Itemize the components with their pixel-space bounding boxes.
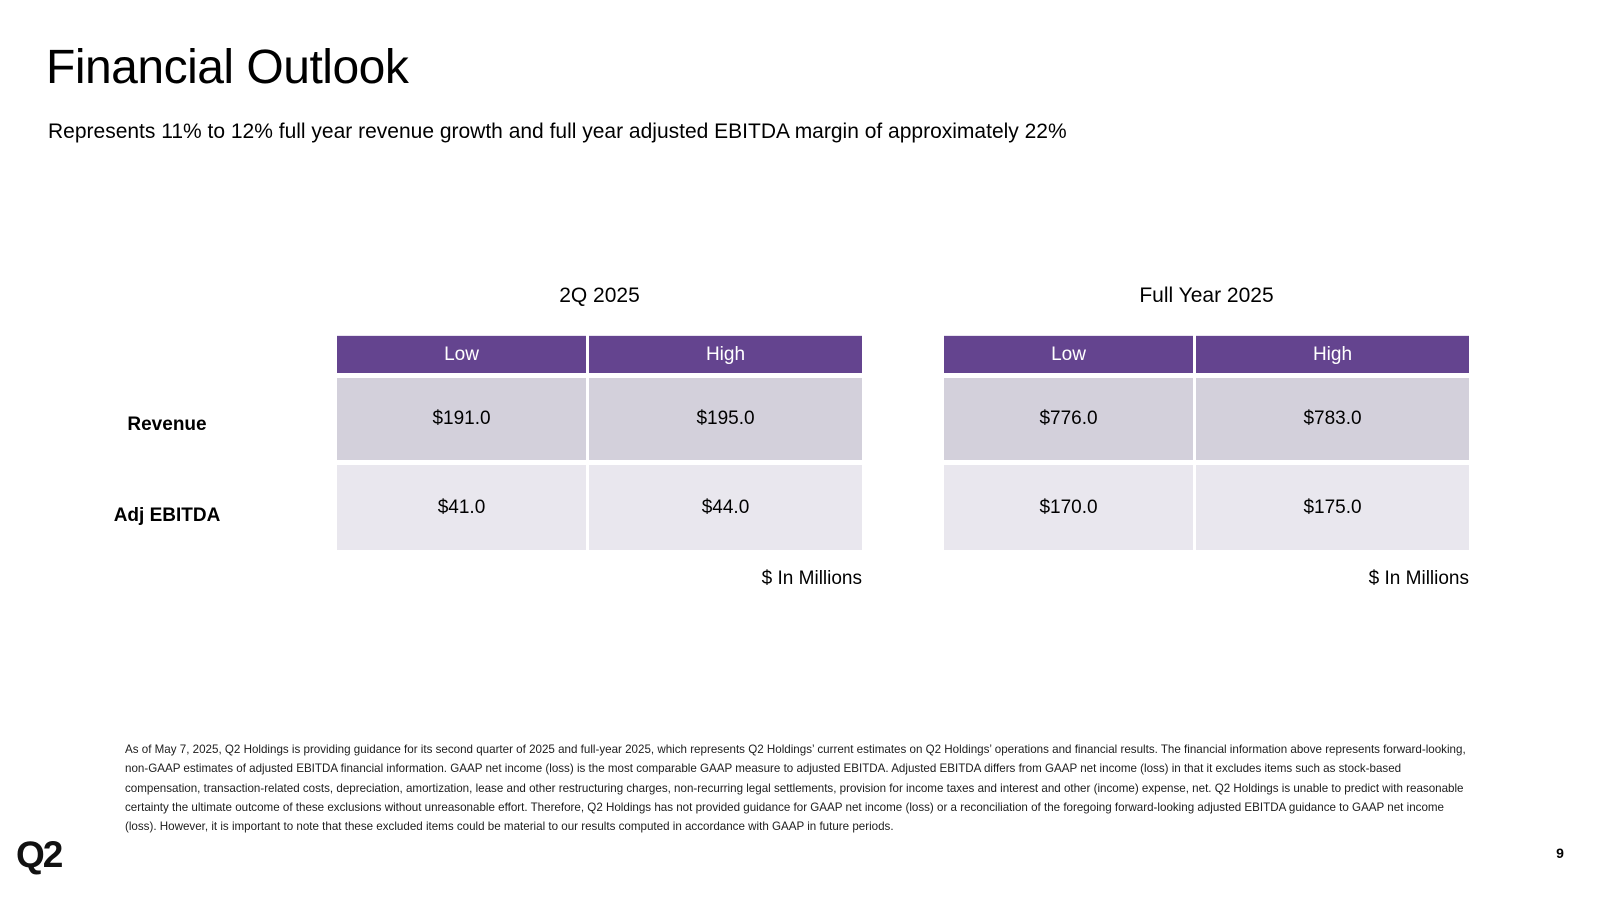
cell-revenue-low: $776.0	[944, 378, 1193, 460]
page-title: Financial Outlook	[46, 41, 409, 94]
units-note: $ In Millions	[1368, 568, 1469, 589]
cell-adj-ebitda-low: $170.0	[944, 465, 1193, 550]
cell-adj-ebitda-high: $44.0	[589, 465, 862, 550]
table-caption-full-year-2025: Full Year 2025	[1139, 284, 1274, 307]
table-row-adj-ebitda: $41.0 $44.0	[337, 465, 862, 550]
row-label-revenue: Revenue	[127, 414, 207, 435]
disclaimer-footnote: As of May 7, 2025, Q2 Holdings is provid…	[125, 743, 1466, 834]
cell-revenue-high: $195.0	[589, 378, 862, 460]
column-header-low: Low	[337, 335, 586, 373]
column-header-high: High	[589, 335, 862, 373]
table-row-adj-ebitda: $170.0 $175.0	[944, 465, 1469, 550]
table-header-row: Low High	[944, 335, 1469, 373]
page-number: 9	[1556, 845, 1564, 861]
cell-adj-ebitda-high: $175.0	[1196, 465, 1469, 550]
q2-logo: Q2	[16, 834, 63, 875]
table-caption-2q-2025: 2Q 2025	[559, 284, 640, 307]
guidance-table-2q-2025: 2Q 2025 Low High $191.0 $195.0 $41.0 $44…	[337, 284, 862, 600]
units-note: $ In Millions	[761, 568, 862, 589]
table-row-revenue: $776.0 $783.0	[944, 378, 1469, 460]
table-header-row: Low High	[337, 335, 862, 373]
column-header-high: High	[1196, 335, 1469, 373]
row-label-adj-ebitda: Adj EBITDA	[113, 505, 221, 526]
cell-revenue-high: $783.0	[1196, 378, 1469, 460]
column-header-low: Low	[944, 335, 1193, 373]
cell-adj-ebitda-low: $41.0	[337, 465, 586, 550]
cell-revenue-low: $191.0	[337, 378, 586, 460]
table-row-revenue: $191.0 $195.0	[337, 378, 862, 460]
slide-subtitle: Represents 11% to 12% full year revenue …	[48, 120, 1067, 143]
guidance-table-full-year-2025: Full Year 2025 Low High $776.0 $783.0 $1…	[944, 284, 1469, 600]
